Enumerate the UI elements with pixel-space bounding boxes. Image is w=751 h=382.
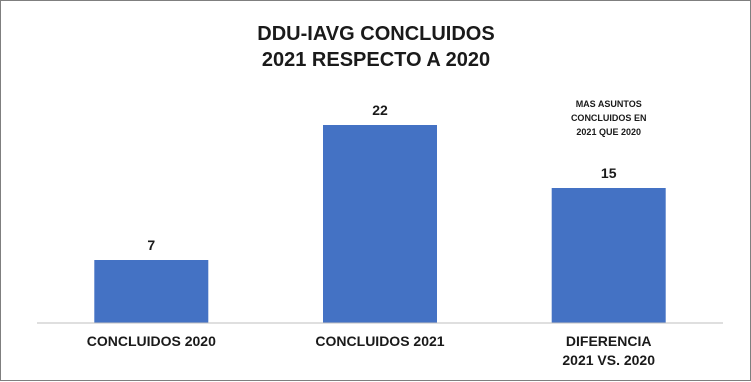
data-labels: 7 22 15: [147, 102, 616, 253]
chart-title-line: 2021 RESPECTO A 2020: [262, 49, 490, 71]
chart-title-line: DDU-IAVG CONCLUIDOS: [257, 23, 494, 45]
category-label: CONCLUIDOS 2021: [315, 333, 444, 349]
bars: [94, 125, 666, 323]
data-label: 7: [147, 237, 155, 253]
category-label: CONCLUIDOS 2020: [87, 333, 216, 349]
bar: [323, 125, 437, 323]
bar: [94, 260, 209, 323]
category-label: DIFERENCIA: [566, 333, 652, 349]
chart-title: DDU-IAVG CONCLUIDOS 2021 RESPECTO A 2020: [257, 23, 494, 71]
annotation-line: MAS ASUNTOS: [576, 99, 642, 109]
category-labels: CONCLUIDOS 2020 CONCLUIDOS 2021 DIFERENCIA…: [87, 333, 656, 368]
annotation: MAS ASUNTOS CONCLUIDOS EN 2021 QUE 2020: [571, 99, 647, 137]
bar: [551, 188, 666, 323]
annotation-line: 2021 QUE 2020: [576, 127, 641, 137]
data-label: 15: [601, 165, 617, 181]
data-label: 22: [372, 102, 388, 118]
annotation-line: CONCLUIDOS EN: [571, 113, 647, 123]
category-label: 2021 VS. 2020: [562, 352, 655, 368]
